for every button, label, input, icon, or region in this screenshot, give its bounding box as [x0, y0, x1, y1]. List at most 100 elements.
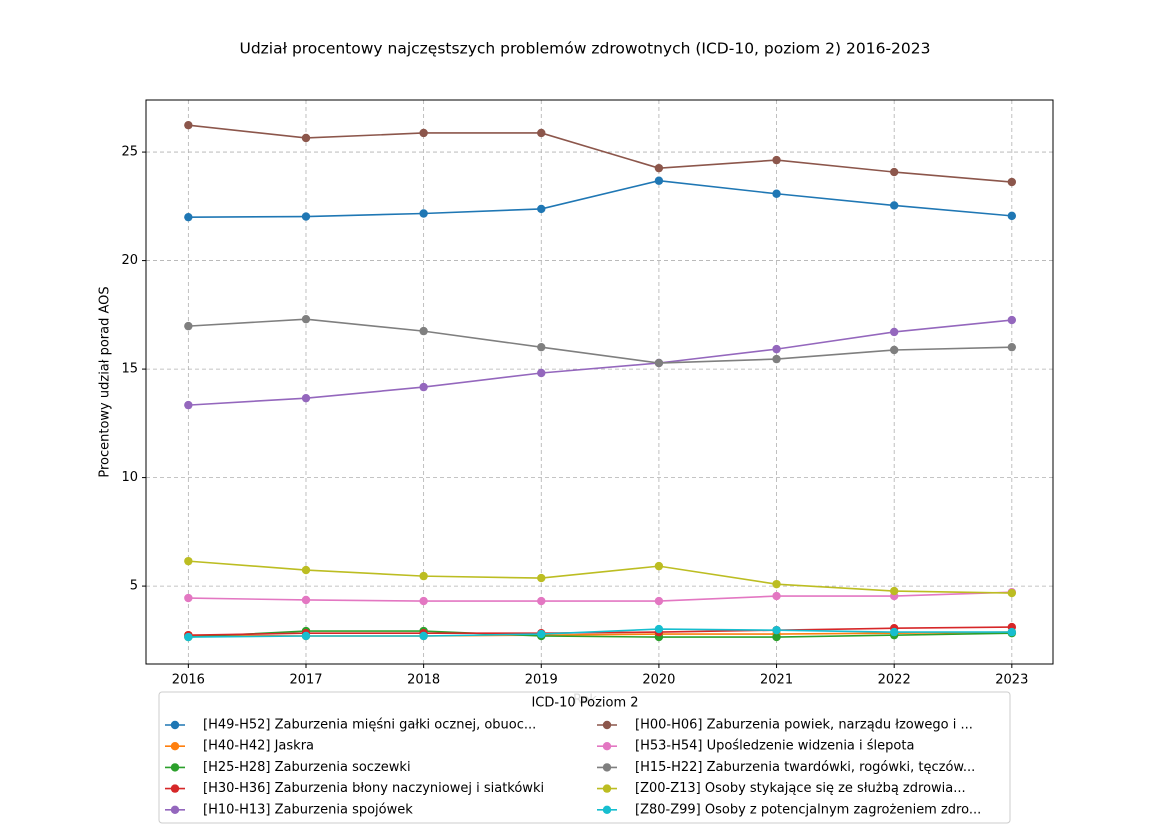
legend-label: [Z00-Z13] Osoby stykające się ze służbą …: [635, 781, 966, 796]
data-point: [654, 624, 664, 634]
data-point: [184, 556, 193, 566]
legend-marker: [602, 742, 612, 751]
legend-label: [H25-H28] Zaburzenia soczewki: [203, 760, 411, 775]
legend-label: [Z80-Z99] Osoby z potencjalnym zagrożeni…: [635, 802, 981, 817]
data-point: [1007, 342, 1017, 352]
legend-label: [H10-H13] Zaburzenia spojówek: [203, 802, 413, 817]
legend-marker: [602, 720, 612, 730]
data-point: [419, 326, 428, 336]
data-point: [419, 382, 428, 392]
legend-label: [H40-H42] Jaskra: [203, 739, 314, 754]
x-tick-label: 2017: [289, 673, 322, 688]
data-point: [772, 354, 781, 364]
y-tick-label: 10: [121, 470, 138, 485]
legend-marker: [170, 742, 180, 751]
data-point: [654, 561, 664, 571]
legend-label: [H30-H36] Zaburzenia błony naczyniowej i…: [203, 781, 544, 796]
series-line: [188, 179, 1012, 218]
data-point: [772, 625, 781, 635]
series-line: [188, 318, 1012, 364]
data-point: [537, 629, 546, 639]
x-tick-label: 2016: [172, 673, 205, 688]
data-point: [654, 176, 664, 185]
data-point: [184, 593, 193, 603]
data-point: [654, 358, 664, 368]
data-point: [301, 314, 311, 324]
data-point: [419, 209, 428, 218]
data-point: [1007, 177, 1017, 187]
data-point: [772, 189, 781, 198]
data-point: [889, 586, 899, 596]
data-point: [419, 596, 428, 606]
series-line: [188, 319, 1012, 406]
data-point: [772, 632, 781, 642]
legend-label: [H15-H22] Zaburzenia twardówki, rogówki,…: [635, 760, 975, 775]
data-point: [889, 627, 899, 637]
legend-label: [H49-H52] Zaburzenia mięśni gałki ocznej…: [203, 718, 536, 733]
y-tick-label: 5: [130, 579, 138, 594]
y-tick-label: 20: [121, 253, 138, 268]
data-point: [537, 342, 546, 352]
data-point: [654, 163, 664, 173]
x-tick-label: 2018: [407, 673, 440, 688]
data-point: [1007, 211, 1017, 221]
data-point: [772, 155, 781, 165]
data-point: [1007, 588, 1017, 598]
data-point: [301, 133, 311, 143]
series-line: [188, 560, 1012, 594]
series-line: [188, 626, 1012, 636]
data-point: [184, 400, 193, 410]
legend-marker: [602, 763, 612, 772]
data-point: [654, 596, 664, 606]
legend-marker: [602, 805, 612, 814]
x-tick-label: 2023: [995, 673, 1028, 688]
legend-marker: [170, 805, 180, 814]
data-point: [889, 167, 899, 177]
y-tick-label: 25: [121, 145, 138, 160]
data-point: [537, 596, 546, 606]
legend-marker: [170, 784, 180, 793]
data-point: [301, 565, 311, 575]
legend-box: [158, 691, 1011, 824]
legend-marker: [170, 763, 180, 772]
data-point: [419, 128, 428, 138]
x-tick-label: 2022: [878, 673, 911, 688]
x-tick-label: 2021: [760, 673, 793, 688]
data-point: [772, 344, 781, 354]
y-tick-label: 15: [121, 362, 138, 377]
legend-label: [H53-H54] Upośledzenie widzenia i ślepot…: [635, 739, 914, 754]
y-axis-label: Procentowy udział porad AOS: [98, 286, 113, 477]
series-line: [188, 591, 1012, 602]
series-line: [188, 630, 1012, 638]
data-point: [1007, 315, 1017, 325]
data-point: [184, 632, 193, 642]
data-point: [301, 393, 311, 403]
axes-frame: [145, 99, 1054, 665]
x-tick-label: 2019: [525, 673, 558, 688]
series-line: [188, 124, 1012, 183]
legend-marker: [170, 720, 180, 730]
data-point: [419, 631, 428, 641]
data-point: [889, 345, 899, 355]
data-point: [537, 573, 546, 583]
series-line: [188, 628, 1012, 638]
data-point: [889, 327, 899, 337]
data-point: [301, 595, 311, 605]
plot-area: [184, 120, 1017, 642]
legend-marker: [602, 784, 612, 793]
data-point: [184, 212, 193, 222]
data-point: [301, 212, 311, 221]
data-point: [537, 204, 546, 214]
data-point: [772, 591, 781, 601]
data-point: [889, 201, 899, 210]
legend: ICD-10 Poziom 2 [H49-H52] Zaburzenia mię…: [158, 691, 1011, 824]
data-point: [184, 120, 193, 130]
chart-title: Udział procentowy najczęstszych problemó…: [239, 40, 930, 58]
legend-title: ICD-10 Poziom 2: [531, 696, 638, 711]
legend-label: [H00-H06] Zaburzenia powiek, narządu łzo…: [635, 718, 973, 733]
data-point: [184, 321, 193, 331]
data-point: [537, 368, 546, 378]
x-tick-label: 2020: [642, 673, 675, 688]
data-point: [772, 579, 781, 589]
